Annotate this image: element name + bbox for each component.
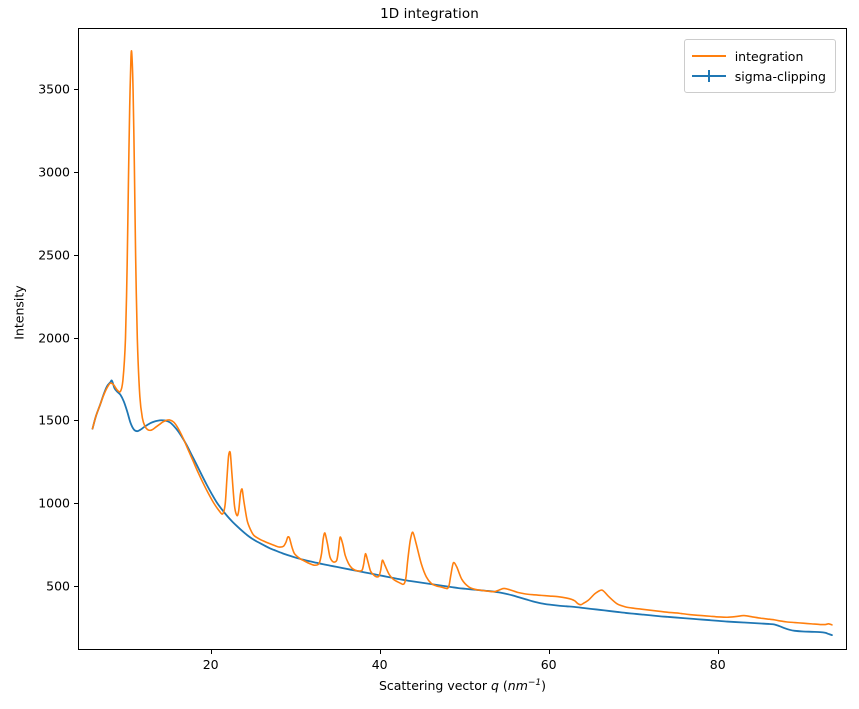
page-title: 1D integration (380, 6, 479, 22)
x-axis-tick-mark (717, 650, 719, 654)
legend[interactable]: integration sigma-clipping (683, 39, 836, 93)
legend-swatch-sigma-clipping (691, 67, 726, 85)
x-axis-label-symbol: q (490, 678, 499, 694)
series-line-sigma-clipping (91, 379, 833, 637)
y-axis-tick-mark (74, 89, 78, 91)
x-axis-tick-mark (548, 650, 550, 654)
y-axis-label: Intensity (11, 285, 27, 340)
y-axis-tick-label: 3500 (38, 81, 70, 97)
legend-swatch-integration (691, 47, 726, 65)
x-axis-label-prefix: Scattering vector (378, 678, 491, 694)
y-axis-tick-label: 500 (46, 578, 70, 594)
legend-label-sigma-clipping: sigma-clipping (734, 68, 826, 84)
legend-item-sigma-clipping[interactable]: sigma-clipping (691, 66, 826, 86)
y-axis-tick-mark (74, 585, 78, 587)
x-axis-label-unit-open: ( (498, 678, 508, 694)
x-axis-tick-label: 60 (540, 657, 557, 672)
x-axis-label-unit-exponent: −1 (527, 678, 542, 688)
y-axis-tick-label: 2000 (38, 330, 70, 345)
plot-area: integration sigma-clipping (78, 28, 847, 650)
x-axis-label-unit-close: ) (541, 678, 547, 694)
x-axis-tick-label: 20 (202, 657, 219, 672)
x-axis-tick-mark (379, 650, 381, 654)
y-axis-tick-mark (74, 171, 78, 174)
y-axis-tick-label: 2500 (38, 247, 70, 263)
y-axis-tick-mark (74, 420, 78, 422)
series-line-integration (91, 50, 833, 626)
legend-label-integration: integration (734, 48, 804, 64)
x-axis-label: Scattering vector q (nm−1) (78, 678, 847, 693)
legend-errorbar-cap-icon (707, 70, 710, 82)
x-axis-tick-mark (210, 650, 212, 654)
y-axis-tick-label: 1000 (38, 495, 70, 511)
legend-line-integration (691, 55, 726, 57)
x-axis-tick-label: 80 (709, 657, 726, 672)
data-curves (91, 50, 833, 637)
y-axis-tick-mark (74, 254, 78, 256)
y-axis-tick-label: 3000 (38, 164, 70, 180)
x-axis-tick-label: 40 (371, 657, 388, 672)
x-axis-label-unit: nm (507, 678, 528, 694)
y-axis-tick-mark (74, 337, 78, 339)
y-axis-tick-mark (74, 503, 78, 505)
legend-item-integration[interactable]: integration (691, 46, 826, 66)
y-axis-tick-label: 1500 (38, 412, 70, 428)
